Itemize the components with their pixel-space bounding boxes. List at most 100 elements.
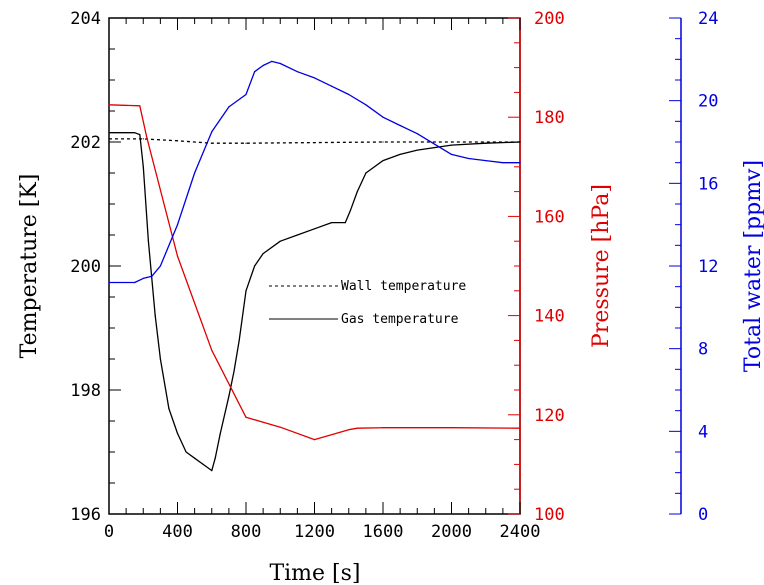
water-axis-title: Total water [ppmv] [741,160,764,372]
temperature-tick-label: 198 [70,381,101,401]
gas-temperature-point [233,370,235,372]
x-axis-title: Time [s] [269,561,360,585]
pressure-tick-label: 120 [534,406,565,426]
gas-temperature-point [219,432,221,434]
gas-temperature-point [214,457,216,459]
gas-temperature-point [154,315,156,317]
water-tick-label: 24 [698,9,718,29]
pressure-point [356,427,358,429]
gas-temperature-point [245,290,247,292]
gas-temperature-point [202,463,204,465]
wall-temperature-point [142,138,144,140]
gas-temperature-point [344,222,346,224]
total-water-point [151,275,153,277]
x-tick-label: 2000 [431,522,472,542]
gas-temperature-point [356,191,358,193]
pressure-point [450,427,453,429]
pressure-tick-label: 160 [534,207,565,227]
total-water-point [262,64,264,67]
gas-temperature-point [382,160,384,162]
gas-temperature-point [253,265,256,267]
total-water-point [382,116,384,118]
total-water-point [245,93,247,96]
gas-temperature-point [228,395,230,397]
x-tick-label: 400 [162,522,193,542]
pressure-tick-label: 100 [534,505,565,525]
pressure-line [108,104,521,441]
water-tick-label: 0 [698,505,708,525]
x-tick-label: 0 [104,522,114,542]
gas-temperature-point [279,240,281,242]
total-water-point [176,224,179,226]
gas-temperature-point [147,240,149,242]
total-water-point [502,162,504,164]
total-water-point [211,131,213,133]
x-tick-label: 1600 [363,522,404,542]
gas-temperature-point [142,166,144,168]
temperature-tick-label: 200 [70,257,101,277]
pressure-tick-label: 180 [534,108,565,128]
wall-temperature-point [176,140,179,142]
gas-temperature-point [331,222,333,224]
gas-temperature-point [139,133,141,136]
pressure-point [211,349,213,351]
wall-temperature-point [382,141,384,143]
total-water-point [365,104,367,106]
wall-temperature-point [245,142,247,144]
total-water-line [109,60,520,284]
water-tick-label: 16 [698,174,718,194]
total-water-point [108,281,110,284]
pressure-point [382,427,384,429]
gas-temperature-point [485,142,487,144]
gas-temperature-point [134,132,136,134]
wall-temperature-line [109,138,520,144]
gas-temperature-point [399,153,401,155]
gas-temperature-point [519,141,521,143]
gas-temperature-line [109,132,521,472]
wall-temperature-point [450,141,453,143]
gas-temperature-point [108,132,110,134]
water-tick-label: 20 [698,92,718,112]
temperature-tick-label: 196 [70,505,101,525]
pressure-tick-label: 140 [534,307,565,327]
total-water-point [253,71,256,73]
pressure-point [519,427,521,429]
wall-temperature-point [313,142,316,144]
water-tick-label: 12 [698,257,718,277]
temperature-tick-label: 202 [70,133,101,153]
pressure-axis-title: Pressure [hPa] [589,184,614,348]
water-tick-label: 4 [698,422,708,442]
pressure-point [313,439,316,441]
total-water-point [348,93,350,96]
temperature-axis-title: Temperature [K] [17,174,42,359]
gas-temperature-point [168,408,170,410]
pressure-point [279,426,281,428]
pressure-point [139,105,141,107]
total-water-point [313,77,316,79]
gas-temperature-point [262,253,264,255]
total-water-point [450,153,453,155]
gas-temperature-point [159,358,161,360]
gas-temperature-point [365,172,367,174]
total-water-point [142,277,144,279]
gas-temperature-point [176,432,179,434]
total-water-point [433,143,435,145]
pressure-point [348,429,350,431]
pressure-point [146,136,148,138]
total-water-point [416,133,418,135]
legend-label: Gas temperature [341,312,459,327]
total-water-point [194,172,196,174]
total-water-point [296,71,298,73]
pressure-point [245,416,247,418]
x-tick-label: 1200 [294,522,335,542]
temperature-tick-label: 204 [70,9,101,29]
x-tick-label: 800 [231,522,262,542]
gas-temperature-point [416,149,418,151]
total-water-point [485,160,487,162]
total-water-point [228,106,230,108]
gas-temperature-point [211,470,213,472]
pressure-point [108,104,110,106]
total-water-point [468,157,470,160]
pressure-point [176,255,179,257]
